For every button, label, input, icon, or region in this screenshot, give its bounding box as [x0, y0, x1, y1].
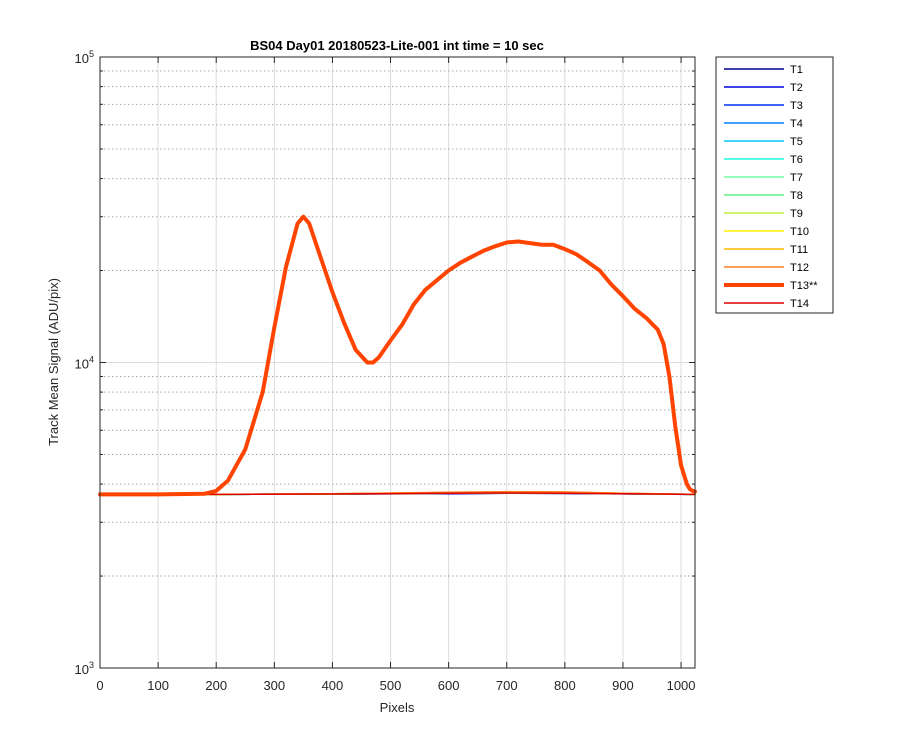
legend-label: T11 — [790, 244, 808, 256]
tick-layer: 0 100 200 300 400 500 600 700 800 900 1000 103 104 10… — [75, 49, 696, 693]
legend-label: T3 — [790, 100, 803, 112]
chart-title: BS04 Day01 20180523-Lite-001 int time = … — [250, 38, 544, 53]
x-tick-label: 100 — [147, 678, 169, 693]
legend: T1 T2 T3 T4 T5 T6 T7 T8 T9 T10 T11 T12 T13** T14 — [715, 56, 834, 314]
series-line-T14 — [99, 492, 696, 496]
x-tick-label: 900 — [612, 678, 634, 693]
legend-label: T5 — [790, 136, 803, 148]
legend-label: T4 — [790, 118, 803, 130]
legend-label: T12 — [790, 262, 809, 274]
x-tick-label: 0 — [96, 678, 103, 693]
y-tick-label: 103 — [75, 660, 94, 677]
legend-label: T10 — [790, 226, 809, 238]
legend-label: T1 — [790, 64, 803, 76]
y-tick-label: 104 — [75, 355, 94, 372]
plot-area: 0 100 200 300 400 500 600 700 800 900 1000 103 104 10… — [75, 49, 697, 693]
y-axis-label: Track Mean Signal (ADU/pix) — [46, 278, 61, 446]
x-tick-label: 200 — [205, 678, 227, 693]
legend-label: T7 — [790, 172, 803, 184]
x-tick-label: 700 — [496, 678, 518, 693]
legend-label: T9 — [790, 208, 803, 220]
x-tick-label: 500 — [380, 678, 402, 693]
legend-items: T1 T2 T3 T4 T5 T6 T7 T8 T9 T10 T11 T12 T13** T14 — [724, 64, 818, 310]
legend-label: T8 — [790, 190, 803, 202]
x-tick-label: 400 — [322, 678, 344, 693]
series-layer — [98, 214, 697, 497]
legend-label: T13** — [790, 280, 818, 292]
x-axis-label: Pixels — [380, 700, 415, 715]
y-tick-label: 105 — [75, 49, 94, 66]
x-tick-label: 600 — [438, 678, 460, 693]
legend-label: T6 — [790, 154, 803, 166]
legend-label: T2 — [790, 82, 803, 94]
legend-box — [715, 56, 834, 314]
x-tick-label: 1000 — [667, 678, 696, 693]
x-tick-label: 800 — [554, 678, 576, 693]
x-tick-label: 300 — [263, 678, 285, 693]
series-line-T13 — [98, 214, 697, 497]
legend-label: T14 — [790, 298, 809, 310]
